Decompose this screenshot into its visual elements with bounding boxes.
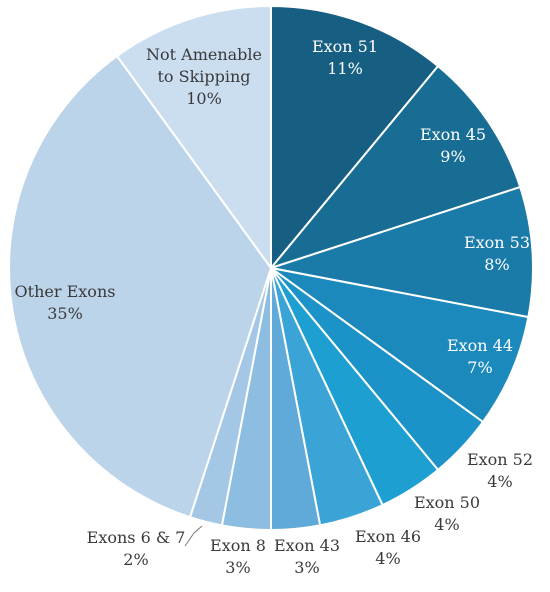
slice-name: Exon 43	[274, 536, 340, 555]
slice-percent: 7%	[467, 358, 492, 377]
pie-slice-exon-51	[270, 4, 440, 271]
leader-lines	[184, 525, 203, 547]
pie-slice-other-exons	[8, 54, 273, 519]
slice-percent: 10%	[186, 89, 222, 108]
slice-name: Exons 6 & 7	[87, 528, 186, 547]
pie-slice-exon-53	[270, 185, 534, 319]
slice-label-exon-43: Exon 43 3%	[274, 536, 340, 577]
slice-name: Exon 45	[420, 125, 486, 144]
slice-label-exon-44: Exon 44 7%	[447, 336, 513, 377]
slice-label-exon-46: Exon 46 4%	[355, 527, 421, 568]
slice-name: to Skipping	[157, 67, 250, 86]
slice-percent: 9%	[440, 147, 465, 166]
slice-percent: 2%	[123, 550, 148, 569]
pie-slice-not-amenable-to-skipping	[115, 4, 272, 272]
leader-line-exons-6-and-7	[184, 525, 203, 547]
slice-percent: 4%	[375, 549, 400, 568]
pie-slices	[8, 4, 534, 532]
slice-name: Exon 46	[355, 527, 421, 546]
slice-percent: 35%	[47, 304, 83, 323]
slice-label-not-amenable-to-skipping: Not Amenable to Skipping 10%	[146, 45, 262, 108]
pie-slice-exon-45	[268, 64, 522, 271]
slice-percent: 3%	[294, 558, 319, 577]
slice-name: Exon 44	[447, 336, 513, 355]
slice-label-exon-50: Exon 50 4%	[414, 493, 480, 534]
slice-label-exon-45: Exon 45 9%	[420, 125, 486, 166]
pie-slice-exon-44	[270, 267, 530, 424]
slice-name: Exon 53	[464, 233, 530, 252]
slice-labels: Exon 51 11%Exon 45 9%Exon 53 8%Exon 44 7%Exo…	[15, 37, 534, 577]
slice-label-other-exons: Other Exons 35%	[15, 282, 116, 323]
slice-percent: 3%	[225, 558, 250, 577]
slice-label-exon-8: Exon 8 3%	[210, 536, 266, 577]
slice-name: Exon 8	[210, 536, 266, 555]
slice-percent: 4%	[487, 472, 512, 491]
slice-percent: 4%	[434, 515, 459, 534]
slice-name: Other Exons	[15, 282, 116, 301]
slice-label-exon-52: Exon 52 4%	[467, 450, 533, 491]
slice-label-exon-53: Exon 53 8%	[464, 233, 530, 274]
slice-name: Exon 51	[312, 37, 378, 56]
slice-name: Not Amenable	[146, 45, 262, 64]
slice-percent: 8%	[484, 255, 509, 274]
slice-percent: 11%	[327, 59, 363, 78]
slice-label-exons-6-and-7: Exons 6 & 7 2%	[87, 528, 186, 569]
slice-name: Exon 52	[467, 450, 533, 469]
slice-label-exon-51: Exon 51 11%	[312, 37, 378, 78]
slice-name: Exon 50	[414, 493, 480, 512]
